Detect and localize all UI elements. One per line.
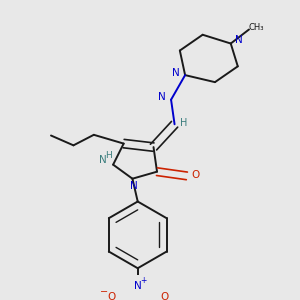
Text: N: N [130, 182, 137, 191]
Text: O: O [107, 292, 116, 300]
Text: CH₃: CH₃ [248, 23, 264, 32]
Text: N: N [134, 281, 142, 292]
Text: O: O [160, 292, 168, 300]
Text: N: N [172, 68, 180, 78]
Text: O: O [191, 170, 200, 180]
Text: H: H [106, 152, 112, 160]
Text: −: − [100, 287, 108, 297]
Text: N: N [99, 155, 106, 165]
Text: H: H [180, 118, 187, 128]
Text: +: + [140, 276, 147, 285]
Text: N: N [235, 35, 242, 45]
Text: N: N [158, 92, 166, 102]
